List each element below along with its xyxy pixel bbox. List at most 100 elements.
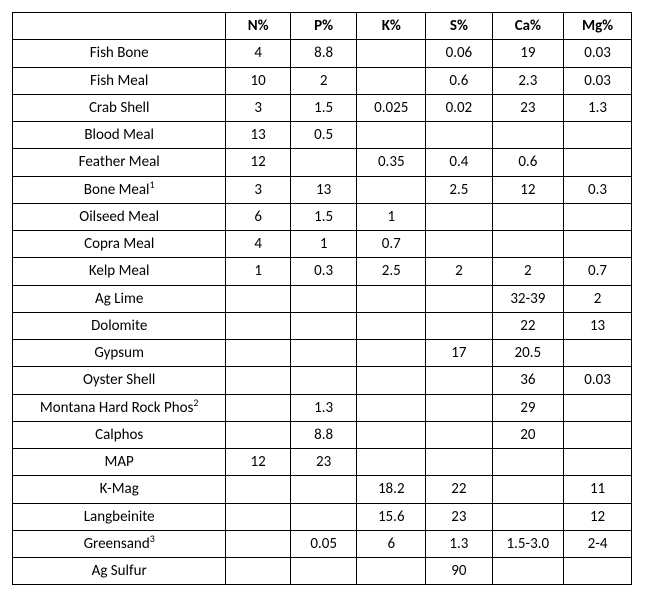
cell-p: [290, 285, 356, 312]
cell-k: [357, 312, 426, 339]
row-name: Ag Sulfur: [13, 558, 226, 585]
row-name-text: Bone Meal: [84, 181, 150, 199]
cell-ca: 19: [492, 40, 564, 67]
cell-ca: [492, 503, 564, 530]
cell-s: 0.02: [426, 94, 492, 121]
row-name: Greensand3: [13, 530, 226, 557]
row-name-text: Oilseed Meal: [79, 208, 159, 226]
cell-n: 3: [226, 176, 291, 203]
table-row: Langbeinite15.62312: [13, 503, 632, 530]
cell-ca: [492, 203, 564, 230]
table-row: Ag Sulfur 90: [13, 558, 632, 585]
cell-s: 2.5: [426, 176, 492, 203]
cell-p: [290, 367, 356, 394]
row-name: MAP: [13, 449, 226, 476]
cell-p: 8.8: [290, 40, 356, 67]
table-row: Fish Bone48.80.06190.03: [13, 40, 632, 67]
cell-mg: [564, 421, 632, 448]
cell-p: 13: [290, 176, 356, 203]
cell-ca: [492, 231, 564, 258]
table-row: Fish Meal1020.62.30.03: [13, 67, 632, 94]
cell-s: 0.06: [426, 40, 492, 67]
cell-s: [426, 122, 492, 149]
table-row: Oilseed Meal61.51: [13, 203, 632, 230]
row-name-text: K-Mag: [100, 480, 139, 498]
row-name: Oyster Shell: [13, 367, 226, 394]
cell-mg: [564, 122, 632, 149]
table-row: Dolomite2213: [13, 312, 632, 339]
row-name: Gypsum: [13, 340, 226, 367]
row-name-text: Greensand: [84, 535, 150, 553]
cell-n: [226, 421, 291, 448]
row-name-text: Blood Meal: [84, 126, 154, 144]
cell-ca: 32-39: [492, 285, 564, 312]
cell-p: 0.05: [290, 530, 356, 557]
row-name: Bone Meal1: [13, 176, 226, 203]
row-name-text: Calphos: [95, 426, 143, 444]
cell-p: 0.3: [290, 258, 356, 285]
row-name: Crab Shell: [13, 94, 226, 121]
cell-ca: 20.5: [492, 340, 564, 367]
cell-k: 6: [357, 530, 426, 557]
cell-ca: 2.3: [492, 67, 564, 94]
table-row: Kelp Meal10.32.5220.7: [13, 258, 632, 285]
table-row: Calphos 8.8 20: [13, 421, 632, 448]
cell-ca: [492, 122, 564, 149]
table-row: Feather Meal120.350.40.6: [13, 149, 632, 176]
cell-k: [357, 176, 426, 203]
cell-s: 22: [426, 476, 492, 503]
cell-ca: [492, 558, 564, 585]
table-body: Fish Bone48.80.06190.03Fish Meal1020.62.…: [13, 40, 632, 585]
cell-mg: 2-4: [564, 530, 632, 557]
table-header-row: N% P% K% S% Ca% Mg%: [13, 13, 632, 40]
cell-mg: 0.03: [564, 367, 632, 394]
row-name-text: MAP: [105, 453, 134, 471]
cell-p: [290, 149, 356, 176]
cell-k: 1: [357, 203, 426, 230]
cell-ca: 20: [492, 421, 564, 448]
cell-s: [426, 421, 492, 448]
cell-mg: [564, 203, 632, 230]
row-name-text: Copra Meal: [84, 235, 154, 253]
cell-s: [426, 285, 492, 312]
cell-n: 3: [226, 94, 291, 121]
cell-n: [226, 312, 291, 339]
cell-p: 1.5: [290, 203, 356, 230]
cell-k: 0.025: [357, 94, 426, 121]
cell-ca: 22: [492, 312, 564, 339]
cell-ca: 12: [492, 176, 564, 203]
cell-k: 18.2: [357, 476, 426, 503]
row-name-text: Dolomite: [91, 317, 147, 335]
cell-n: 12: [226, 149, 291, 176]
cell-s: 2: [426, 258, 492, 285]
cell-s: [426, 394, 492, 421]
table-row: Copra Meal410.7: [13, 231, 632, 258]
cell-s: 90: [426, 558, 492, 585]
row-name: Blood Meal: [13, 122, 226, 149]
row-name: Montana Hard Rock Phos2: [13, 394, 226, 421]
cell-k: [357, 367, 426, 394]
row-name: Fish Meal: [13, 67, 226, 94]
row-name: Kelp Meal: [13, 258, 226, 285]
cell-s: [426, 449, 492, 476]
row-name-text: Crab Shell: [89, 99, 150, 117]
cell-p: 8.8: [290, 421, 356, 448]
row-name-text: Gypsum: [94, 344, 144, 362]
cell-n: [226, 558, 291, 585]
cell-s: [426, 231, 492, 258]
cell-k: [357, 285, 426, 312]
row-name-text: Fish Bone: [90, 44, 149, 62]
cell-k: [357, 340, 426, 367]
cell-s: [426, 203, 492, 230]
cell-p: 0.5: [290, 122, 356, 149]
table-row: Gypsum1720.5: [13, 340, 632, 367]
cell-ca: 36: [492, 367, 564, 394]
nutrient-table: N% P% K% S% Ca% Mg% Fish Bone48.80.06190…: [12, 12, 632, 585]
cell-mg: [564, 149, 632, 176]
cell-n: [226, 340, 291, 367]
cell-mg: 11: [564, 476, 632, 503]
row-name: Langbeinite: [13, 503, 226, 530]
cell-mg: 2: [564, 285, 632, 312]
cell-s: 23: [426, 503, 492, 530]
row-name: Oilseed Meal: [13, 203, 226, 230]
